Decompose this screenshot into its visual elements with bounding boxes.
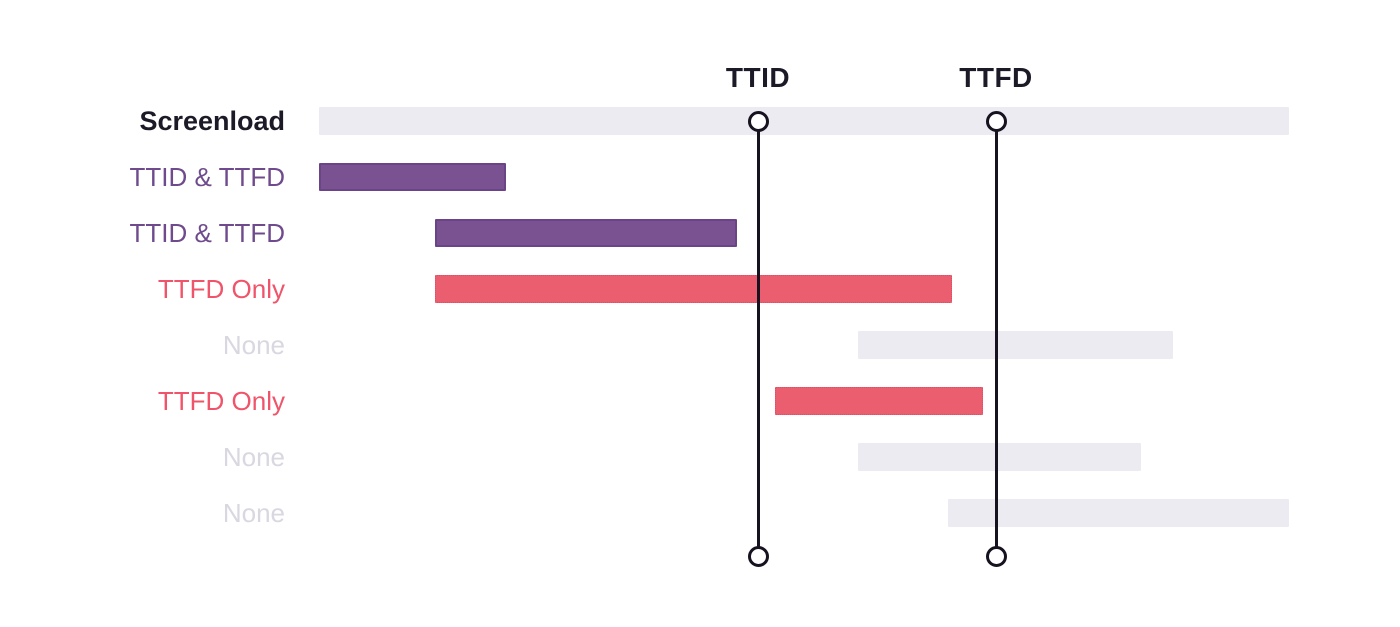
ttfd-marker-line: [994, 121, 998, 556]
row-label-none-1: None: [222, 330, 285, 360]
row-none-1: None: [0, 331, 1400, 359]
ttid-ttfd-span-bar-2: [435, 219, 737, 247]
row-label-ttid-ttfd-2: TTID & TTFD: [129, 218, 285, 248]
row-label-screenload: Screenload: [139, 106, 285, 136]
row-ttid-ttfd-2: TTID & TTFD: [0, 219, 1400, 247]
row-screenload: Screenload: [0, 107, 1400, 135]
ttfd-marker-top-circle: [985, 110, 1007, 132]
screenload-span-bar: [319, 107, 1289, 135]
row-none-2: None: [0, 443, 1400, 471]
none-span-bar-2: [858, 443, 1141, 471]
ttid-marker-bottom-circle: [747, 545, 769, 567]
ttid-marker-title: TTID: [725, 62, 791, 93]
row-label-ttid-ttfd-1: TTID & TTFD: [129, 162, 285, 192]
none-span-bar-1: [858, 331, 1173, 359]
none-span-bar-3: [948, 499, 1289, 527]
ttfd-marker-title: TTFD: [959, 62, 1033, 93]
ttid-marker-top-circle: [747, 110, 769, 132]
row-label-none-3: None: [222, 498, 285, 528]
row-label-none-2: None: [222, 442, 285, 472]
row-ttid-ttfd-1: TTID & TTFD: [0, 163, 1400, 191]
ttfd-only-span-bar-1: [435, 275, 952, 303]
ttid-marker-line: [756, 121, 760, 556]
row-ttfd-only-2: TTFD Only: [0, 387, 1400, 415]
row-ttfd-only-1: TTFD Only: [0, 275, 1400, 303]
ttid-ttfd-span-bar-1: [319, 163, 506, 191]
ttfd-marker-bottom-circle: [985, 545, 1007, 567]
row-label-ttfd-only-1: TTFD Only: [157, 274, 285, 304]
row-none-3: None: [0, 499, 1400, 527]
ttfd-only-span-bar-2: [775, 387, 983, 415]
row-label-ttfd-only-2: TTFD Only: [157, 386, 285, 416]
